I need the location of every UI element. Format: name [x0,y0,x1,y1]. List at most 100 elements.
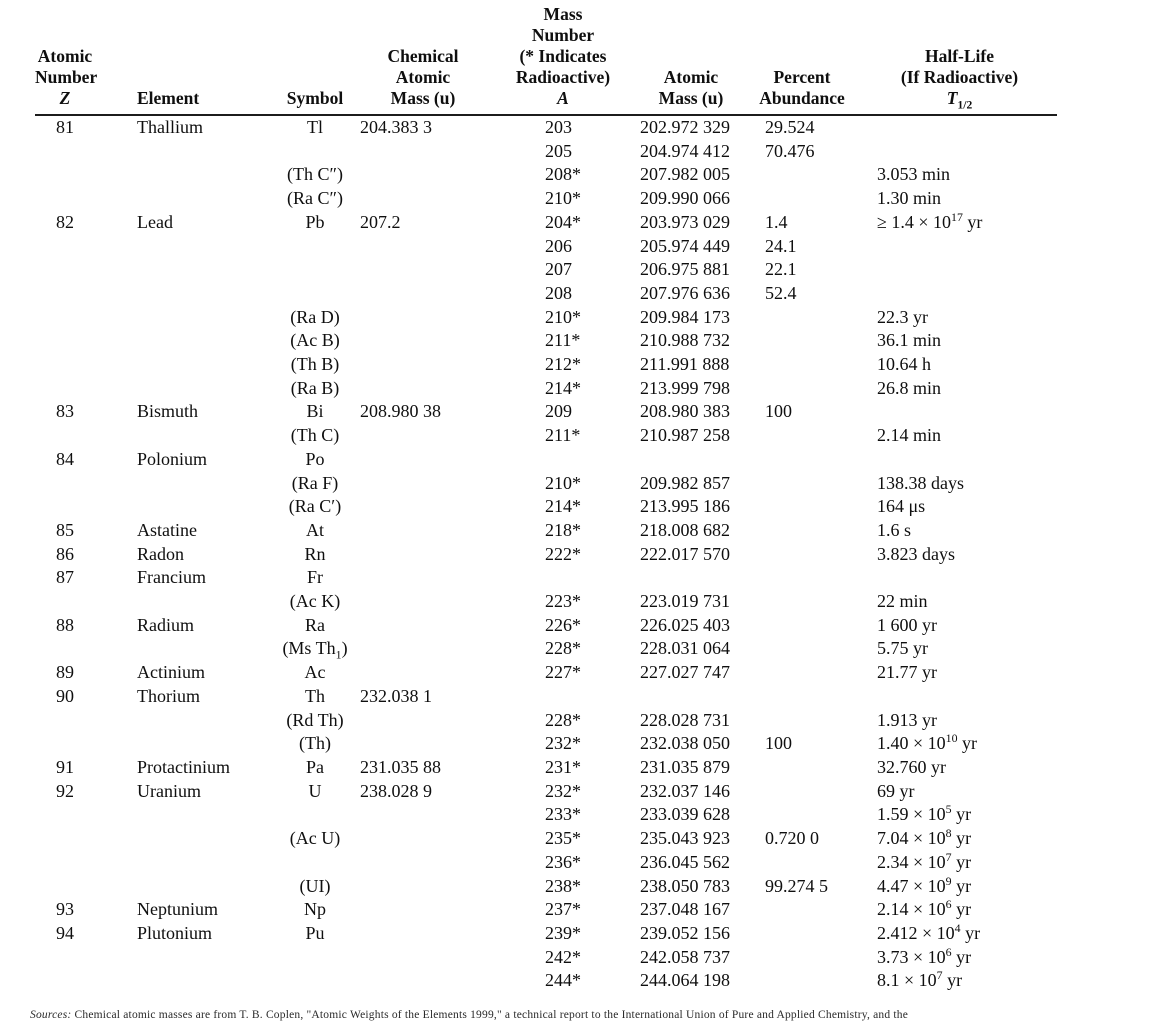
cell-symbol: (Ms Th1) [282,638,348,663]
cell-element [95,140,270,164]
textbook-isotope-table-page: Atomic Number Z Element Symbol Chemical Atomic… [0,4,1160,1021]
cell-mass: 223.019 731 [640,591,730,612]
cell-abundance [742,851,862,875]
cell-half_life [862,400,1057,424]
cell-half_life: 21.77 yr [877,662,937,683]
table-row: (Ra D) 210* 209.984 173 22.3 yr [35,306,1057,330]
cell-z [35,306,95,330]
table-row: 83 Bismuth Bi 208.980 38 209 208.980 383 100 [35,400,1057,424]
cell-half_life: ≥ 1.4 × 1017 yr [877,209,983,232]
cell-element: Astatine [137,519,197,540]
cell-element: Lead [137,211,173,232]
cell-element: Plutonium [137,922,213,943]
cell-z [35,851,95,875]
cell-element: Protactinium [137,756,230,777]
cell-mass: 207.976 636 [640,282,730,303]
cell-chem_mass [360,543,486,567]
cell-element [95,258,270,282]
cell-symbol: Th [305,685,325,706]
cell-abundance: 100 [765,733,792,754]
cell-mass: 244.064 198 [640,970,730,991]
cell-symbol: Rn [304,543,326,564]
cell-symbol: (Th B) [290,354,340,375]
cell-a: 228* [545,638,581,659]
cell-chem_mass: 208.980 38 [360,401,441,422]
cell-symbol: (Th) [299,733,331,754]
cell-abundance [742,187,862,211]
cell-abundance [742,590,862,614]
table-row: (Ra F) 210* 209.982 857 138.38 days [35,472,1057,496]
cell-half_life: 3.73 × 106 yr [877,944,972,967]
cell-half_life: 2.412 × 104 yr [877,920,981,943]
cell-half_life: 2.14 min [877,425,942,446]
cell-chem_mass [360,922,486,946]
table-row: (Th C) 211* 210.987 258 2.14 min [35,424,1057,448]
cell-a: 228* [545,709,581,730]
table-row: 244* 244.064 198 8.1 × 107 yr [35,969,1057,993]
cell-symbol: At [306,519,324,540]
cell-half_life: 1.40 × 1010 yr [877,731,978,754]
table-row: 207 206.975 881 22.1 [35,258,1057,282]
cell-half_life: 7.04 × 108 yr [877,826,972,849]
cell-element [95,187,270,211]
cell-abundance [742,353,862,377]
cell-abundance [742,661,862,685]
cell-symbol: Bi [306,401,324,422]
table-row: (Th B) 212* 211.991 888 10.64 h [35,353,1057,377]
cell-half_life [862,282,1057,306]
cell-mass: 207.982 005 [640,164,730,185]
column-header-chemical-atomic-mass: Chemical Atomic Mass (u) [360,4,486,116]
cell-mass: 209.984 173 [640,306,730,327]
cell-abundance [742,377,862,401]
table-row: 90 Thorium Th 232.038 1 [35,685,1057,709]
cell-abundance [742,306,862,330]
cell-abundance: 99.274 5 [765,875,828,896]
cell-symbol [270,258,360,282]
cell-chem_mass: 232.038 1 [360,685,432,706]
table-body: 81 Thallium Tl 204.383 3 203 202.972 329 29.52… [35,115,1057,993]
cell-a: 207 [545,259,572,280]
cell-a: 209 [545,401,572,422]
cell-a: 211* [545,330,581,351]
cell-half_life: 26.8 min [877,377,942,398]
cell-z: 83 [56,401,74,422]
table-row: (Rd Th) 228* 228.028 731 1.913 yr [35,709,1057,733]
table-row: 84 Polonium Po [35,448,1057,472]
cell-mass: 209.990 066 [640,188,730,209]
cell-z [35,353,95,377]
cell-symbol: (Ra D) [290,306,340,327]
cell-z: 86 [56,543,74,564]
cell-half_life: 22.3 yr [877,306,928,327]
cell-element [95,472,270,496]
cell-symbol: (Ac K) [289,591,341,612]
cell-chem_mass: 204.383 3 [360,117,432,137]
cell-half_life [862,685,1057,709]
cell-chem_mass [360,329,486,353]
table-row: 92 Uranium U 238.028 9 232* 232.037 146 69 yr [35,780,1057,804]
table-row: 87 Francium Fr [35,566,1057,590]
cell-z [35,424,95,448]
cell-chem_mass [360,448,486,472]
table-row: (Ra B) 214* 213.999 798 26.8 min [35,377,1057,401]
cell-element [95,969,270,993]
cell-half_life: 22 min [877,591,928,612]
cell-symbol: Pa [306,756,324,777]
cell-a: 242* [545,946,581,967]
column-header-half-life: Half-Life (If Radioactive) T1/2 [862,4,1057,116]
cell-half_life: 1 600 yr [877,614,937,635]
header-row: Atomic Number Z Element Symbol Chemical Atomic… [35,4,1057,116]
cell-chem_mass [360,851,486,875]
cell-z [35,187,95,211]
cell-abundance [742,472,862,496]
cell-chem_mass [360,163,486,187]
cell-symbol [270,140,360,164]
cell-a: 210* [545,306,581,327]
cell-chem_mass [360,637,486,661]
cell-a: 212* [545,354,581,375]
table-row: 206 205.974 449 24.1 [35,235,1057,259]
cell-a: 205 [545,140,572,161]
cell-abundance [742,424,862,448]
cell-symbol: (Ra B) [290,377,340,398]
cell-abundance [742,969,862,993]
cell-symbol: Ac [304,662,326,683]
